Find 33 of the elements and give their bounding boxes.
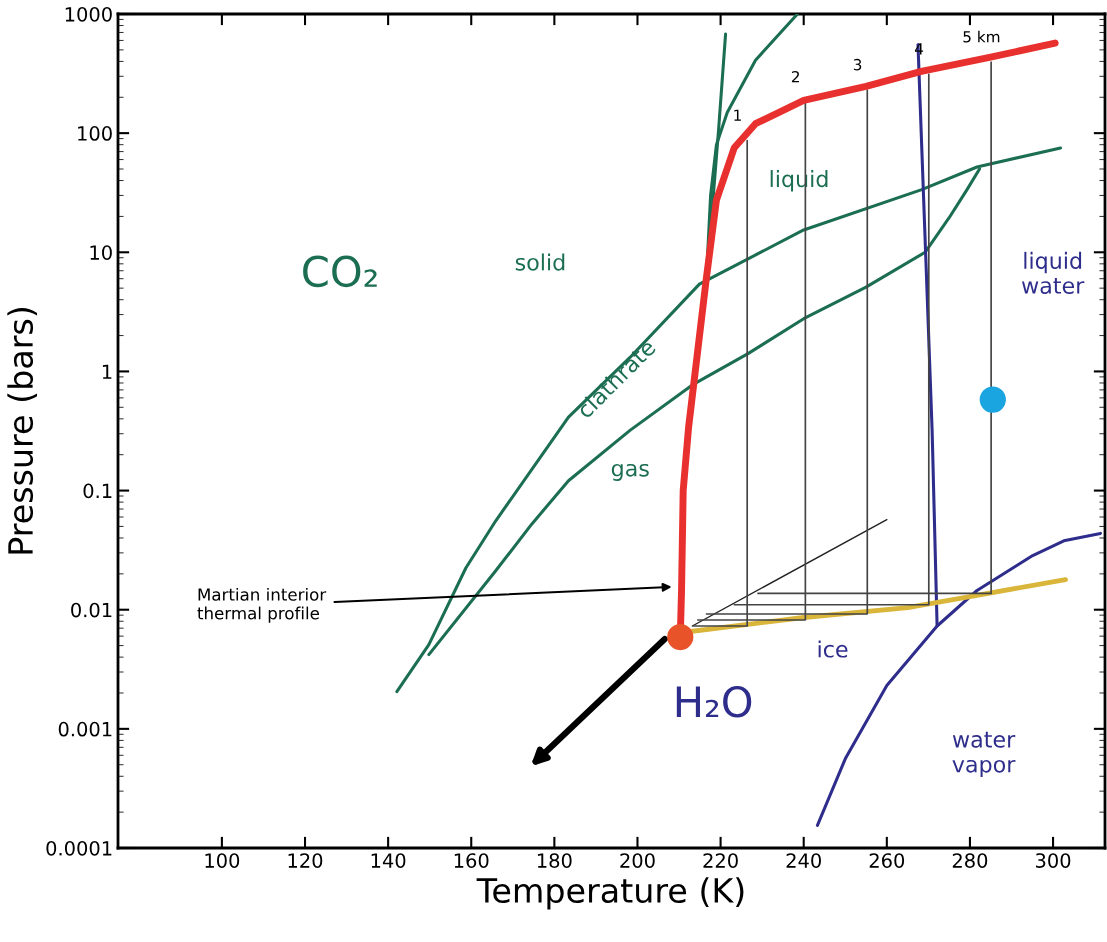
x-tick-label: 180 (537, 853, 572, 868)
x-tick-label: 300 (1035, 853, 1071, 868)
annotation: Martian interior thermal profile (197, 587, 327, 623)
annotation: solid (515, 253, 565, 271)
x-tick-label: 140 (371, 853, 406, 868)
x-tick-label: 100 (205, 853, 240, 868)
annotation: H₂O (676, 685, 752, 718)
annotation: gas (611, 463, 649, 481)
x-tick-label: 240 (786, 853, 821, 868)
x-tick-label: 120 (288, 853, 323, 868)
x-tick-label: 220 (703, 853, 738, 868)
annotation: water vapor (952, 731, 1016, 777)
annotation: ice (818, 640, 848, 658)
y-tick-label: 100 (78, 126, 112, 141)
y-tick-label: 10 (90, 245, 112, 260)
y-tick-label: 0.001 (58, 721, 112, 737)
x-tick-label: 160 (454, 853, 489, 868)
annotation: 2 (791, 70, 799, 83)
x-axis-title: Temperature (K) (476, 877, 744, 910)
annotation: 1 (734, 109, 741, 121)
annotation: 3 (853, 58, 862, 71)
y-tick-label: 1 (102, 364, 112, 379)
x-tick-label: 280 (952, 853, 988, 868)
y-axis-title: Pressure (bars) (7, 308, 38, 554)
x-tick-label: 200 (620, 853, 655, 868)
y-tick-label: 0.1 (83, 483, 112, 499)
x-tick-label: 260 (869, 853, 905, 868)
annotation: 5 km (963, 30, 1000, 43)
annotation: liquid water (1021, 251, 1085, 294)
y-tick-label: 0.01 (71, 602, 112, 618)
y-tick-label: 0.0001 (46, 840, 112, 856)
annotation: CO₂ (303, 255, 377, 288)
y-tick-label: 1000 (65, 6, 112, 22)
